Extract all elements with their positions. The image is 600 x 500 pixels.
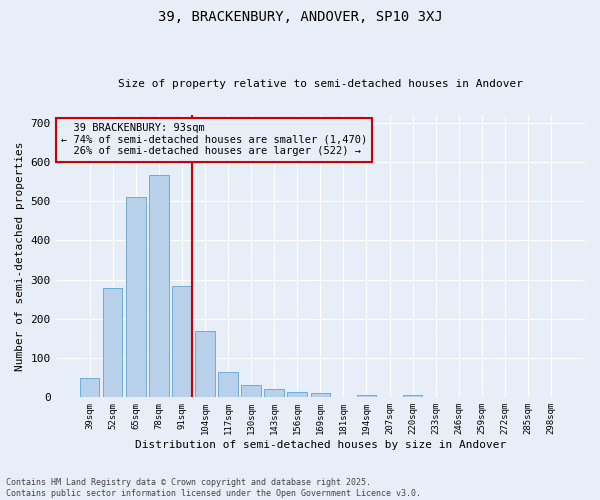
Text: 39 BRACKENBURY: 93sqm
← 74% of semi-detached houses are smaller (1,470)
  26% of: 39 BRACKENBURY: 93sqm ← 74% of semi-deta… <box>61 124 367 156</box>
Bar <box>311 392 330 398</box>
Bar <box>287 392 307 398</box>
Bar <box>218 372 238 398</box>
Bar <box>265 388 284 398</box>
Y-axis label: Number of semi-detached properties: Number of semi-detached properties <box>15 142 25 371</box>
Bar <box>403 396 422 398</box>
Title: Size of property relative to semi-detached houses in Andover: Size of property relative to semi-detach… <box>118 79 523 89</box>
Bar <box>103 288 122 398</box>
Bar <box>172 286 191 398</box>
X-axis label: Distribution of semi-detached houses by size in Andover: Distribution of semi-detached houses by … <box>135 440 506 450</box>
Bar <box>80 378 100 398</box>
Text: 39, BRACKENBURY, ANDOVER, SP10 3XJ: 39, BRACKENBURY, ANDOVER, SP10 3XJ <box>158 10 442 24</box>
Bar <box>126 197 146 398</box>
Bar <box>195 330 215 398</box>
Bar <box>356 395 376 398</box>
Bar <box>241 385 261 398</box>
Bar <box>149 175 169 398</box>
Text: Contains HM Land Registry data © Crown copyright and database right 2025.
Contai: Contains HM Land Registry data © Crown c… <box>6 478 421 498</box>
